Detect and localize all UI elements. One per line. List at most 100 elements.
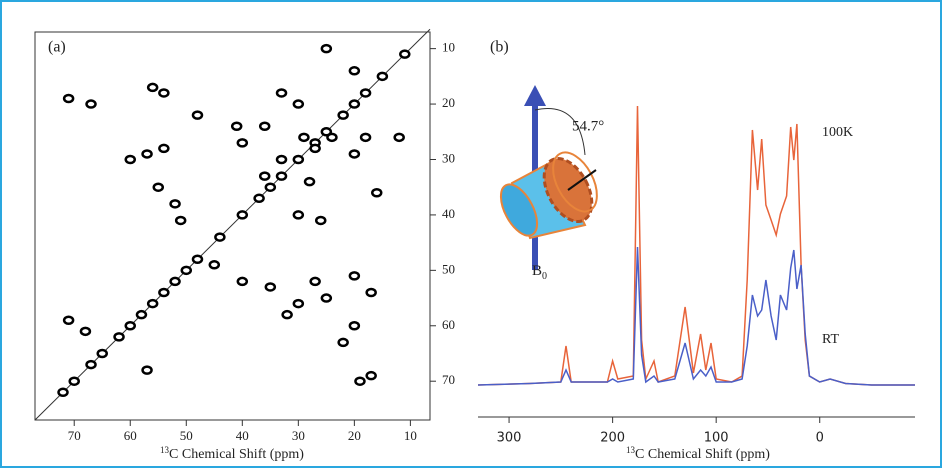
peak xyxy=(169,276,181,287)
rotor-axis xyxy=(567,169,597,191)
peak xyxy=(169,199,181,209)
peak xyxy=(253,193,265,204)
peak xyxy=(191,254,204,265)
label-text: C Chemical Shift (ppm) xyxy=(169,447,304,462)
peak xyxy=(124,321,136,331)
peak xyxy=(85,99,97,109)
peak xyxy=(309,143,321,154)
y-tick-label: 40 xyxy=(442,206,455,221)
peak xyxy=(359,132,372,143)
peak xyxy=(292,298,305,309)
field-subscript: 0 xyxy=(542,271,547,282)
peak xyxy=(393,132,405,143)
x-tick-label: 0 xyxy=(816,431,824,446)
peak xyxy=(230,121,243,131)
peak xyxy=(275,88,288,98)
peak xyxy=(141,365,153,375)
peak xyxy=(275,154,288,165)
rotor-end xyxy=(499,183,539,237)
peak xyxy=(135,309,148,320)
peak xyxy=(158,88,170,98)
peak xyxy=(214,232,226,242)
peak xyxy=(281,309,293,320)
y-tick-label: 10 xyxy=(442,40,455,55)
peak xyxy=(152,182,165,192)
peak xyxy=(320,43,333,54)
peak xyxy=(314,215,327,226)
peak xyxy=(264,282,277,292)
panel-title: (a) xyxy=(48,39,66,56)
peak xyxy=(62,93,75,104)
angle-arc xyxy=(534,108,586,156)
peak xyxy=(158,143,170,154)
peak xyxy=(236,138,249,148)
y-tick-label: 50 xyxy=(442,261,455,276)
peak xyxy=(79,326,92,337)
peak xyxy=(399,49,411,59)
peak xyxy=(326,132,338,143)
x-tick-label: 10 xyxy=(404,428,417,443)
x-tick-label: 20 xyxy=(348,428,361,443)
peak xyxy=(236,276,249,287)
peak xyxy=(146,82,159,93)
peak xyxy=(292,154,305,165)
peak xyxy=(174,215,187,226)
plot-box-a xyxy=(34,31,431,421)
peak xyxy=(258,121,271,131)
peak xyxy=(113,332,125,342)
x-tick-label: 200 xyxy=(600,431,625,446)
y-tick-label: 30 xyxy=(442,150,455,165)
x-tick-label: 60 xyxy=(124,428,137,443)
peak xyxy=(85,359,97,370)
peak xyxy=(365,370,377,381)
peak xyxy=(208,260,221,270)
peak xyxy=(298,132,310,143)
label-text: C Chemical Shift (ppm) xyxy=(635,447,770,462)
peak xyxy=(348,149,361,159)
peak xyxy=(146,298,159,309)
peak xyxy=(371,187,383,198)
peak xyxy=(320,293,333,303)
peak xyxy=(141,149,153,159)
peak xyxy=(348,99,361,109)
spectrum-line xyxy=(477,246,915,386)
peak xyxy=(275,171,288,181)
angle-label: 54.7° xyxy=(572,118,604,134)
peak xyxy=(236,210,249,220)
peak xyxy=(264,182,277,192)
peak xyxy=(180,265,193,276)
y-tick-label: 70 xyxy=(442,372,455,387)
peak xyxy=(258,171,271,181)
field-label: B0 xyxy=(532,263,547,282)
peak xyxy=(124,154,136,165)
series-label: 100K xyxy=(822,125,853,140)
peak xyxy=(191,110,204,120)
superscript: 13 xyxy=(160,445,170,455)
peak xyxy=(158,287,170,298)
peak xyxy=(348,321,361,331)
peak xyxy=(359,88,372,98)
peak xyxy=(62,315,75,325)
series-label: RT xyxy=(822,332,839,347)
peak xyxy=(348,271,361,281)
peak xyxy=(57,387,69,398)
peak xyxy=(365,287,377,298)
peak xyxy=(292,99,305,109)
peak xyxy=(337,110,349,120)
peak xyxy=(303,176,316,187)
y-tick-label: 60 xyxy=(442,317,455,332)
rotor-illustration xyxy=(499,85,598,270)
x-tick-label: 50 xyxy=(180,428,193,443)
x-tick-label: 300 xyxy=(497,431,522,446)
superscript: 13 xyxy=(626,445,636,455)
field-symbol: B xyxy=(532,263,542,279)
peak xyxy=(292,210,305,220)
peak xyxy=(68,376,80,386)
peak xyxy=(376,71,389,82)
peak xyxy=(96,348,108,359)
peak xyxy=(309,276,321,287)
x-tick-label: 40 xyxy=(236,428,249,443)
panel-title: (b) xyxy=(490,39,509,56)
